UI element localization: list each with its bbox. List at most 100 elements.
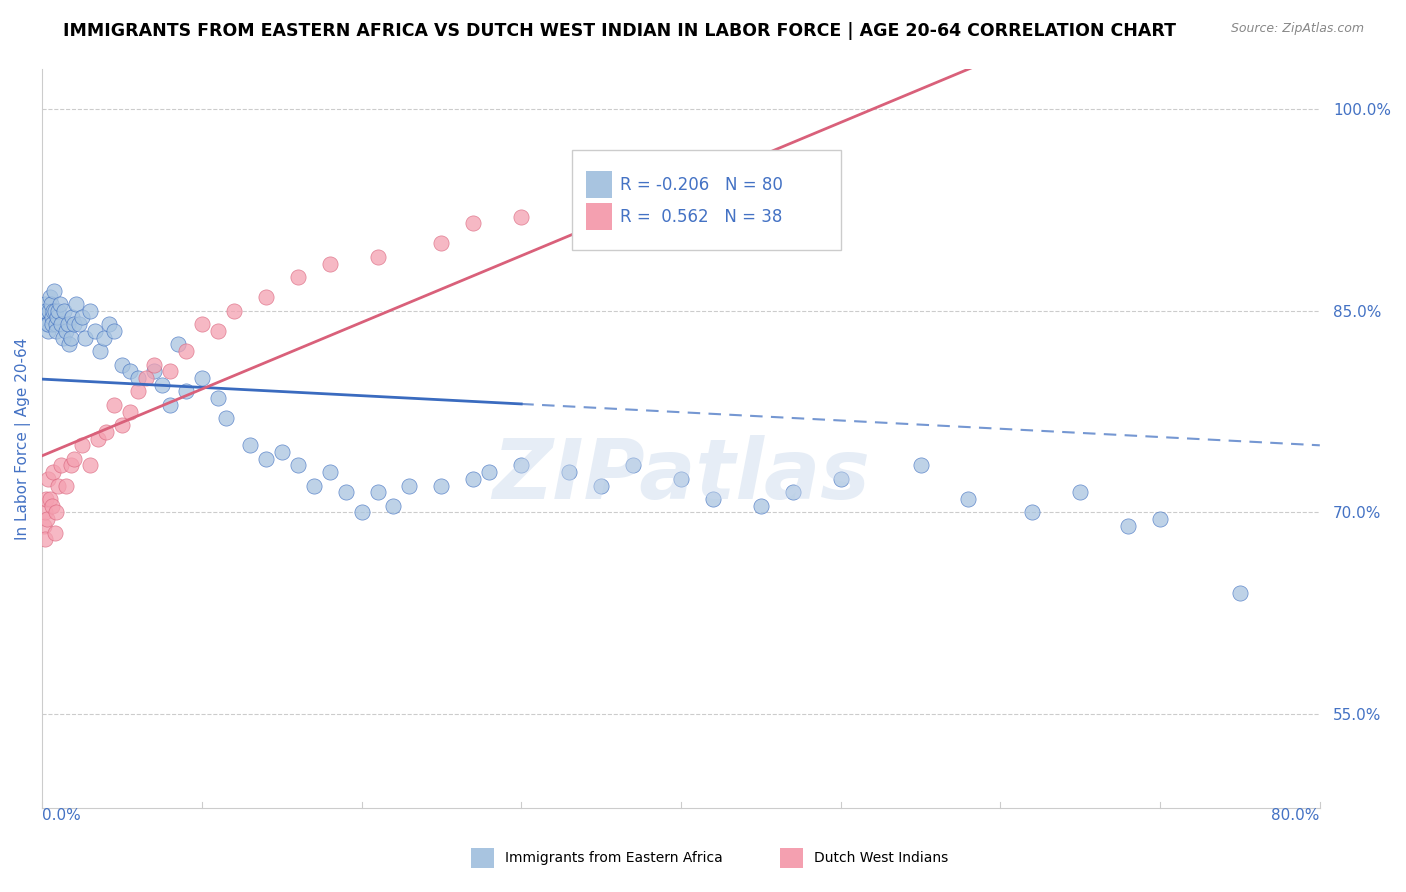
Point bbox=[142, 364, 165, 378]
Point bbox=[510, 458, 533, 473]
Point bbox=[35, 491, 58, 506]
Point bbox=[167, 337, 190, 351]
Point bbox=[37, 472, 59, 486]
Point bbox=[239, 438, 262, 452]
Point bbox=[382, 499, 405, 513]
Point bbox=[1149, 512, 1171, 526]
Point bbox=[1229, 586, 1251, 600]
Point bbox=[59, 330, 82, 344]
Point bbox=[59, 458, 82, 473]
Point bbox=[75, 330, 97, 344]
Point bbox=[478, 465, 501, 479]
Point bbox=[430, 478, 453, 492]
Point bbox=[56, 317, 79, 331]
Point bbox=[159, 398, 181, 412]
Point bbox=[52, 330, 75, 344]
Point bbox=[621, 458, 644, 473]
Point bbox=[749, 499, 772, 513]
Point bbox=[159, 364, 181, 378]
Point bbox=[34, 297, 56, 311]
Point bbox=[366, 250, 388, 264]
Point bbox=[39, 491, 62, 506]
Point bbox=[48, 297, 70, 311]
Point bbox=[46, 303, 69, 318]
Point bbox=[782, 485, 804, 500]
Point bbox=[63, 317, 86, 331]
Point bbox=[111, 418, 134, 433]
Point bbox=[1116, 519, 1139, 533]
Point bbox=[135, 371, 157, 385]
Point bbox=[45, 317, 67, 331]
Point bbox=[55, 324, 77, 338]
Point bbox=[34, 303, 56, 318]
Point bbox=[44, 303, 66, 318]
Point bbox=[191, 317, 214, 331]
Point bbox=[42, 284, 65, 298]
Point bbox=[510, 210, 533, 224]
Point bbox=[89, 344, 111, 359]
Point bbox=[42, 303, 65, 318]
Point bbox=[222, 303, 245, 318]
Point bbox=[318, 257, 340, 271]
Point bbox=[51, 317, 73, 331]
Point bbox=[41, 310, 63, 325]
Point bbox=[37, 324, 59, 338]
Point bbox=[35, 512, 58, 526]
Point bbox=[669, 472, 692, 486]
Point bbox=[42, 465, 65, 479]
Point bbox=[79, 458, 101, 473]
Text: ZIPatlas: ZIPatlas bbox=[492, 435, 870, 516]
Point bbox=[463, 472, 485, 486]
Point bbox=[35, 317, 58, 331]
Point bbox=[118, 364, 141, 378]
Point bbox=[41, 499, 63, 513]
Point bbox=[350, 506, 373, 520]
Point bbox=[254, 451, 277, 466]
Point bbox=[287, 458, 309, 473]
Point bbox=[254, 290, 277, 304]
Point bbox=[215, 411, 238, 425]
Point bbox=[37, 317, 59, 331]
Point bbox=[150, 377, 173, 392]
Point bbox=[1069, 485, 1091, 500]
Point bbox=[34, 533, 56, 547]
Point bbox=[910, 458, 932, 473]
Text: IMMIGRANTS FROM EASTERN AFRICA VS DUTCH WEST INDIAN IN LABOR FORCE | AGE 20-64 C: IMMIGRANTS FROM EASTERN AFRICA VS DUTCH … bbox=[63, 22, 1177, 40]
Point bbox=[45, 324, 67, 338]
Point bbox=[207, 391, 229, 405]
Point bbox=[398, 478, 420, 492]
Text: Dutch West Indians: Dutch West Indians bbox=[814, 851, 948, 865]
Point bbox=[207, 324, 229, 338]
Point bbox=[127, 371, 149, 385]
Point bbox=[32, 519, 55, 533]
Point bbox=[174, 384, 197, 399]
Point bbox=[366, 485, 388, 500]
Point bbox=[65, 297, 87, 311]
Point bbox=[94, 425, 117, 439]
Point bbox=[39, 290, 62, 304]
Point bbox=[463, 216, 485, 230]
Point bbox=[62, 310, 84, 325]
Point bbox=[191, 371, 214, 385]
Point bbox=[98, 317, 121, 331]
Point bbox=[830, 472, 852, 486]
Point bbox=[35, 303, 58, 318]
Point bbox=[558, 465, 581, 479]
Point bbox=[63, 451, 86, 466]
Text: 0.0%: 0.0% bbox=[42, 808, 82, 823]
Point bbox=[1021, 506, 1043, 520]
Point bbox=[174, 344, 197, 359]
Text: 80.0%: 80.0% bbox=[1271, 808, 1320, 823]
Point bbox=[118, 404, 141, 418]
Point bbox=[142, 358, 165, 372]
Point bbox=[53, 303, 76, 318]
Point bbox=[32, 310, 55, 325]
Point bbox=[38, 303, 60, 318]
Point bbox=[591, 478, 613, 492]
Y-axis label: In Labor Force | Age 20-64: In Labor Force | Age 20-64 bbox=[15, 337, 31, 540]
Text: Source: ZipAtlas.com: Source: ZipAtlas.com bbox=[1230, 22, 1364, 36]
Point bbox=[79, 303, 101, 318]
Point bbox=[335, 485, 357, 500]
Point bbox=[318, 465, 340, 479]
Point bbox=[51, 458, 73, 473]
